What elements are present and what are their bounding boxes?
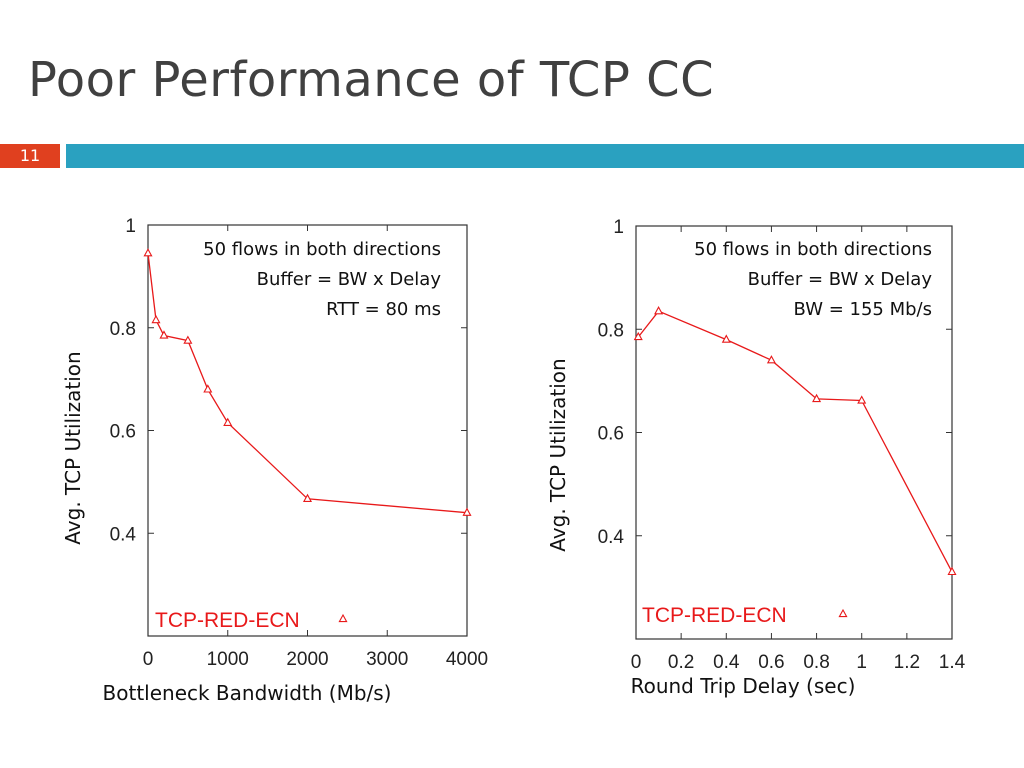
x-tick-label: 2000 bbox=[286, 649, 328, 670]
y-tick-label: 1 bbox=[125, 216, 136, 237]
x-tick-label: 3000 bbox=[366, 649, 408, 670]
data-point bbox=[766, 355, 776, 364]
x-tick-label: 1000 bbox=[207, 649, 249, 670]
annotation-text: 50 flows in both directions bbox=[694, 239, 932, 260]
data-point bbox=[143, 248, 153, 257]
series-line bbox=[147, 253, 468, 514]
series-line bbox=[637, 310, 953, 573]
y-tick-label: 0.4 bbox=[110, 524, 137, 545]
data-point bbox=[151, 314, 161, 324]
x-tick-label: 1 bbox=[856, 652, 867, 673]
data-point bbox=[947, 566, 957, 576]
x-axis-label: Bottleneck Bandwidth (Mb/s) bbox=[103, 681, 392, 705]
y-tick-label: 0.8 bbox=[598, 320, 624, 341]
annotation-text: BW = 155 Mb/s bbox=[793, 299, 932, 320]
data-point bbox=[203, 384, 213, 393]
legend-label: TCP-RED-ECN bbox=[642, 604, 787, 627]
data-point bbox=[159, 330, 169, 339]
y-tick-label: 1 bbox=[613, 217, 624, 238]
x-axis-label: Round Trip Delay (sec) bbox=[631, 674, 856, 698]
data-point bbox=[183, 335, 193, 344]
data-point bbox=[654, 306, 664, 315]
data-point bbox=[633, 331, 643, 341]
x-tick-label: 0.8 bbox=[803, 652, 829, 673]
annotation-text: Buffer = BW x Delay bbox=[748, 269, 933, 290]
data-point bbox=[857, 395, 867, 404]
legend-marker bbox=[338, 613, 348, 623]
x-tick-label: 0 bbox=[143, 649, 154, 670]
x-tick-label: 1.2 bbox=[894, 652, 920, 673]
title-accent-bar bbox=[66, 144, 1024, 168]
data-point bbox=[462, 507, 472, 516]
x-tick-label: 1.4 bbox=[939, 652, 966, 673]
y-tick-label: 0.8 bbox=[110, 319, 136, 340]
annotation-text: RTT = 80 ms bbox=[326, 299, 441, 320]
y-axis-label: Avg. TCP Utilization bbox=[61, 351, 85, 544]
chart-rtt: 0.4 0.6 0.8 1 0 0.2 0.4 0.6 0.8 1 1.2 1.4 TCP-RED-EC… bbox=[546, 217, 966, 698]
x-tick-label: 0 bbox=[631, 652, 642, 673]
x-tick-label: 0.4 bbox=[713, 652, 740, 673]
data-point bbox=[812, 393, 822, 403]
legend-marker bbox=[838, 608, 848, 618]
annotation-text: 50 flows in both directions bbox=[203, 239, 441, 260]
x-tick-label: 0.6 bbox=[758, 652, 784, 673]
data-point bbox=[223, 417, 233, 426]
chart-bandwidth: 0.4 0.6 0.8 1 0 1000 2000 3000 4000 TCP-RED-ECN 50… bbox=[61, 216, 488, 705]
data-point bbox=[721, 334, 731, 343]
x-tick-label: 4000 bbox=[446, 649, 488, 670]
x-tick-label: 0.2 bbox=[668, 652, 694, 673]
y-tick-label: 0.6 bbox=[110, 422, 136, 443]
y-axis-label: Avg. TCP Utilization bbox=[546, 358, 570, 551]
slide-number-box bbox=[0, 144, 60, 168]
data-point bbox=[302, 493, 313, 502]
y-tick-label: 0.4 bbox=[598, 527, 625, 548]
slide-title: Poor Performance of TCP CC bbox=[28, 52, 715, 108]
y-tick-label: 0.6 bbox=[598, 424, 624, 445]
slide-number: 11 bbox=[19, 146, 41, 165]
annotation-text: Buffer = BW x Delay bbox=[257, 269, 442, 290]
legend-label: TCP-RED-ECN bbox=[155, 609, 300, 632]
